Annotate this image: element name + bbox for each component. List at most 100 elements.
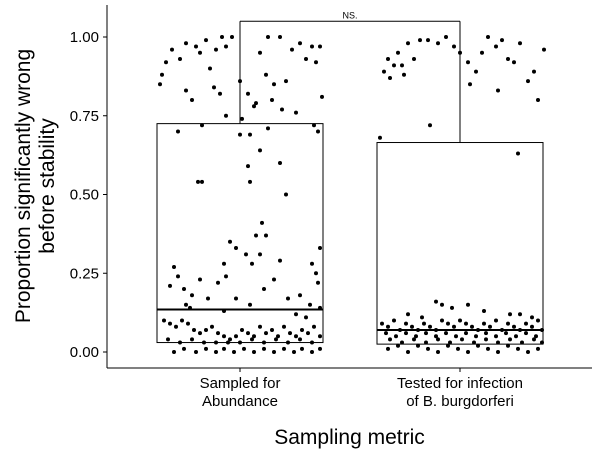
data-points	[158, 35, 546, 354]
data-point	[486, 346, 490, 351]
data-point	[396, 343, 400, 348]
data-point	[218, 91, 222, 96]
data-point	[246, 164, 250, 169]
data-point	[284, 192, 288, 197]
data-point	[238, 340, 242, 345]
data-point	[266, 126, 270, 131]
data-point	[216, 331, 220, 336]
x-axis-title: Sampling metric	[274, 426, 425, 449]
data-point	[272, 350, 276, 354]
data-point	[294, 334, 298, 339]
data-point	[254, 101, 258, 106]
data-point	[294, 312, 298, 317]
data-point	[172, 264, 176, 269]
data-point	[318, 44, 322, 49]
data-point	[440, 302, 444, 307]
data-point	[272, 277, 276, 282]
data-point	[476, 327, 480, 332]
y-axis-title: before stability	[36, 118, 59, 254]
data-point	[200, 179, 204, 184]
data-point	[312, 123, 316, 128]
data-point	[300, 327, 304, 332]
data-point	[448, 340, 452, 345]
data-point	[222, 309, 226, 314]
data-point	[314, 60, 318, 65]
data-point	[208, 66, 212, 71]
data-point	[506, 343, 510, 348]
data-point	[532, 337, 536, 342]
y-tick-label: 1.00	[70, 29, 99, 46]
data-point	[180, 318, 184, 323]
data-point	[456, 346, 460, 351]
data-point	[424, 340, 428, 345]
data-point	[504, 331, 508, 336]
data-point	[482, 321, 486, 326]
data-point	[532, 69, 536, 74]
data-point	[436, 350, 440, 354]
data-point	[488, 324, 492, 329]
data-point	[508, 312, 512, 317]
data-point	[228, 239, 232, 244]
data-point	[454, 334, 458, 339]
data-point	[476, 343, 480, 348]
data-point	[264, 233, 268, 238]
data-point	[168, 283, 172, 288]
data-point	[204, 38, 208, 43]
data-point	[312, 324, 316, 329]
data-point	[310, 340, 314, 345]
data-point	[474, 334, 478, 339]
x-tick-label: Sampled for	[200, 375, 281, 392]
data-point	[294, 110, 298, 115]
data-point	[412, 57, 416, 62]
data-point	[220, 35, 224, 39]
data-point	[496, 350, 500, 354]
data-point	[280, 107, 284, 112]
data-point	[392, 63, 396, 68]
data-point	[446, 321, 450, 326]
data-point	[518, 41, 522, 46]
data-point	[286, 340, 290, 345]
data-point	[434, 334, 438, 339]
data-point	[426, 346, 430, 351]
data-point	[452, 44, 456, 49]
data-point	[524, 331, 528, 336]
data-point	[270, 98, 274, 102]
data-point	[482, 309, 486, 314]
data-point	[258, 50, 262, 55]
data-point	[168, 321, 172, 326]
data-point	[410, 324, 414, 329]
data-point	[386, 346, 390, 351]
data-point	[446, 343, 450, 348]
data-point	[192, 327, 196, 332]
data-point	[486, 35, 490, 39]
data-point	[292, 350, 296, 354]
data-point	[422, 321, 426, 326]
y-axis-title-group: Proportion significantly wrong before sta…	[12, 49, 59, 323]
data-point	[310, 44, 314, 49]
data-point	[250, 261, 254, 266]
data-point	[222, 346, 226, 351]
data-point	[206, 296, 210, 301]
data-point	[526, 79, 530, 84]
x-tick-label: Tested for infection	[397, 375, 523, 392]
data-point	[204, 327, 208, 332]
data-point	[262, 287, 266, 291]
data-point	[466, 60, 470, 65]
data-point	[162, 318, 166, 323]
data-point	[516, 151, 520, 156]
data-point	[460, 337, 464, 342]
data-point	[176, 274, 180, 279]
data-point	[250, 337, 254, 342]
data-point	[224, 274, 228, 279]
data-point	[512, 324, 516, 329]
data-point	[276, 334, 280, 339]
data-point	[398, 327, 402, 332]
data-point	[472, 340, 476, 345]
data-point	[406, 350, 410, 354]
data-point	[184, 302, 188, 307]
data-point	[310, 261, 314, 266]
data-point	[298, 41, 302, 46]
data-point	[198, 331, 202, 336]
data-point	[484, 331, 488, 336]
